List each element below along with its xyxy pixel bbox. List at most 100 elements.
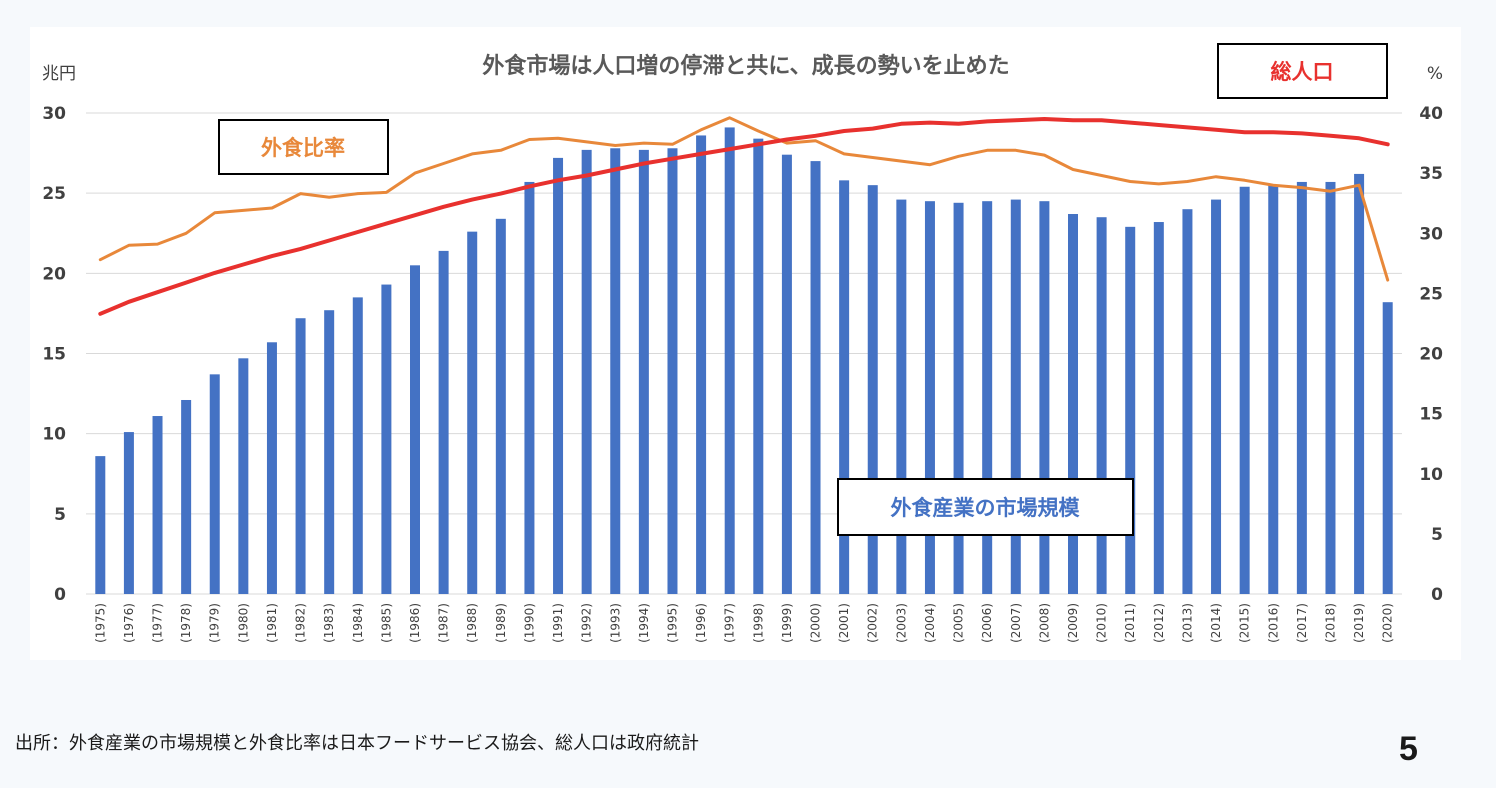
market-size-callout-text: 外食産業の市場規模	[891, 496, 1081, 520]
year-tick-label: (1986)	[408, 603, 422, 643]
market-size-bar	[1039, 201, 1050, 594]
market-size-callout: 外食産業の市場規模	[837, 478, 1134, 536]
year-tick-label: (2013)	[1180, 603, 1194, 643]
population-line	[98, 117, 1390, 316]
year-tick-label: (2015)	[1238, 603, 1252, 643]
market-size-bar	[553, 157, 564, 595]
line-series	[98, 116, 1390, 316]
year-tick-label: (1993)	[608, 603, 622, 643]
market-size-bar	[1268, 185, 1279, 594]
market-size-bar	[495, 218, 506, 594]
year-tick-label: (1991)	[551, 603, 565, 643]
market-size-bar	[410, 265, 420, 594]
market-size-bar	[867, 185, 878, 594]
market-size-bar	[181, 399, 192, 594]
year-tick-label: (1998)	[751, 603, 765, 643]
right-tick-label: 25	[1419, 284, 1443, 304]
market-size-bar	[1096, 217, 1107, 594]
market-size-bar	[1153, 222, 1164, 594]
right-axis-unit: %	[1427, 64, 1443, 84]
food-ratio-line	[98, 116, 1390, 282]
year-tick-label: (2020)	[1381, 603, 1395, 643]
right-tick-label: 10	[1419, 465, 1443, 485]
market-size-bar	[266, 342, 277, 594]
year-tick-label: (2005)	[952, 603, 966, 643]
market-size-bar	[896, 199, 907, 594]
chart-title: 外食市場は人口増の停滞と共に、成長の勢いを止めた	[482, 53, 1009, 79]
market-size-bar	[238, 358, 249, 594]
year-tick-label: (2007)	[1009, 603, 1023, 643]
market-size-bar	[1068, 214, 1078, 594]
left-tick-label: 20	[42, 264, 66, 284]
market-size-bar	[982, 201, 993, 594]
left-tick-label: 30	[42, 104, 66, 124]
year-tick-label: (2001)	[837, 603, 851, 643]
year-tick-label: (1994)	[637, 603, 651, 643]
market-size-bar	[1325, 181, 1336, 594]
year-tick-label: (2018)	[1323, 603, 1337, 643]
source-note: 出所：外食産業の市場規模と外食比率は日本フードサービス協会、総人口は政府統計	[15, 733, 699, 754]
year-tick-label: (1982)	[294, 603, 308, 643]
year-tick-label: (1996)	[694, 603, 708, 643]
year-tick-label: (2016)	[1266, 603, 1280, 643]
right-tick-label: 20	[1419, 345, 1443, 365]
market-size-bar	[667, 148, 678, 595]
left-axis-ticks: 0 5 10 15 20 25 30	[42, 104, 66, 605]
food-ratio-callout-text: 外食比率	[261, 136, 345, 160]
right-tick-label: 35	[1419, 164, 1443, 184]
left-tick-label: 5	[54, 505, 66, 525]
year-tick-label: (1983)	[322, 603, 336, 643]
year-tick-label: (2010)	[1095, 603, 1109, 643]
market-size-bar	[1125, 226, 1136, 594]
year-tick-label: (2000)	[809, 603, 823, 643]
right-tick-label: 5	[1431, 525, 1443, 545]
year-tick-label: (1975)	[93, 603, 107, 643]
year-tick-label: (2019)	[1352, 603, 1366, 643]
market-size-bar	[1354, 173, 1365, 594]
year-tick-label: (1990)	[522, 603, 536, 643]
gridlines	[86, 112, 1402, 595]
market-size-bar	[467, 231, 478, 594]
market-size-bar	[1182, 209, 1193, 594]
market-size-bar	[753, 138, 764, 595]
market-size-bar	[924, 201, 935, 594]
year-tick-label: (1997)	[723, 603, 737, 643]
market-size-bar	[295, 318, 306, 594]
year-tick-label: (2017)	[1295, 603, 1309, 643]
year-tick-label: (2004)	[923, 603, 937, 643]
market-size-bar	[810, 161, 821, 594]
market-size-bar	[781, 154, 792, 594]
market-size-bar	[1010, 199, 1021, 594]
market-size-bar	[209, 374, 220, 594]
market-size-bar	[438, 250, 449, 595]
market-size-bar	[724, 127, 735, 595]
right-tick-label: 15	[1419, 405, 1443, 425]
market-size-bar	[610, 148, 621, 595]
year-tick-label: (1981)	[265, 603, 279, 643]
food-ratio-callout: 外食比率	[218, 119, 389, 175]
market-size-bar	[324, 310, 335, 594]
year-tick-label: (1985)	[379, 603, 393, 643]
left-tick-label: 0	[54, 585, 66, 605]
left-tick-label: 15	[42, 345, 66, 365]
market-size-bar	[352, 297, 363, 594]
year-tick-label: (2009)	[1066, 603, 1080, 643]
left-axis-unit: 兆円	[42, 64, 76, 84]
market-size-bar	[839, 180, 850, 594]
population-callout-text: 総人口	[1271, 60, 1334, 84]
year-tick-label: (2002)	[866, 603, 880, 643]
year-tick-label: (1979)	[208, 603, 222, 643]
market-size-bar	[1382, 302, 1393, 594]
year-tick-label: (2011)	[1123, 603, 1137, 643]
right-tick-label: 40	[1419, 104, 1443, 124]
year-tick-label: (1999)	[780, 603, 794, 643]
chart-panel: 0 5 10 15 20 25 30 0 5 10 15 20 25 30 35 40 (1975) (197…	[30, 27, 1461, 660]
market-size-bar	[696, 135, 707, 594]
year-tick-label: (2008)	[1037, 603, 1051, 643]
year-tick-label: (2012)	[1152, 603, 1166, 643]
market-size-bar	[123, 432, 134, 594]
x-axis-ticks: (1975) (1976) (1977) (1978) (1979) (1980) (198…	[93, 603, 1394, 643]
market-size-bar	[953, 202, 964, 594]
right-tick-label: 0	[1431, 585, 1443, 605]
year-tick-label: (2003)	[894, 603, 908, 643]
